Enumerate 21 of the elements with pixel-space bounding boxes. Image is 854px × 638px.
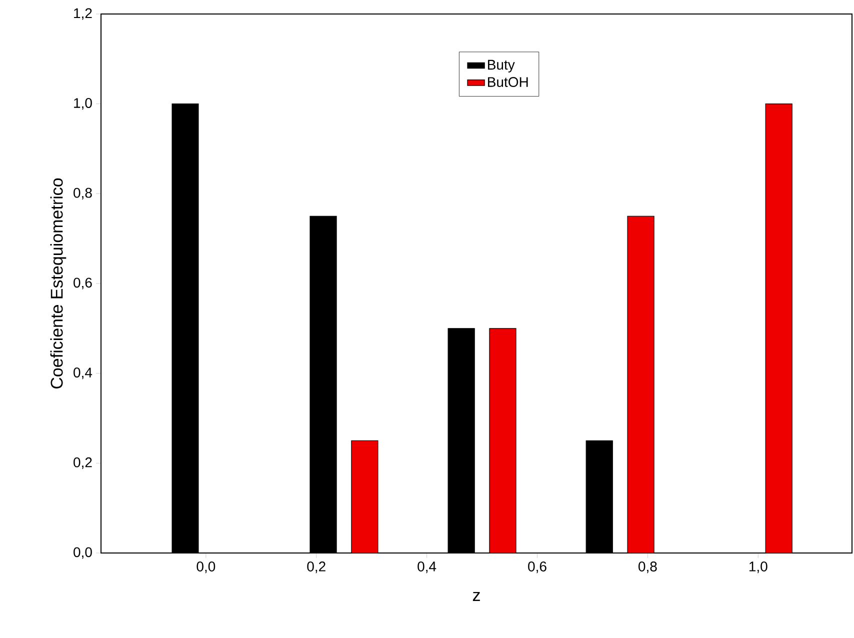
x-tick-label: 0,8	[638, 562, 657, 574]
y-tick-label: 0,2	[74, 457, 92, 469]
x-tick-label: 0,4	[418, 562, 436, 574]
y-tick-label: 0,6	[74, 278, 92, 290]
x-tick-label: 0,6	[528, 562, 546, 574]
y-tick-label: 0,8	[74, 188, 92, 200]
y-tick-label: 0,4	[74, 368, 92, 380]
bar	[489, 328, 516, 553]
y-axis-title: Coeficiente Estequiometrico	[50, 178, 66, 388]
bar	[765, 104, 792, 553]
x-tick-label: 0,2	[307, 562, 326, 574]
y-tick-label: 1,2	[74, 8, 92, 20]
bar	[351, 440, 378, 553]
x-tick-label: 1,0	[749, 562, 768, 574]
x-tick-label: 0,0	[196, 562, 216, 574]
bar	[627, 216, 654, 553]
legend-label: Buty	[488, 60, 515, 72]
x-axis-title: z	[472, 592, 480, 601]
legend-label: ButOH	[488, 77, 528, 87]
y-tick-label: 1,0	[74, 98, 92, 110]
y-tick-label: 0,0	[74, 547, 92, 559]
